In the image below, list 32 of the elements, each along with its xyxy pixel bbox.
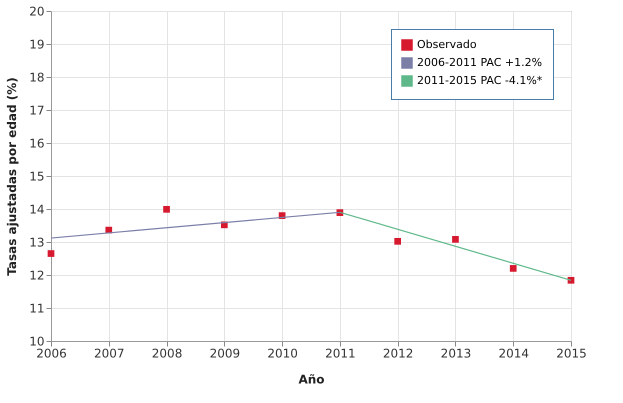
y-tick-label: 18 <box>29 70 44 84</box>
y-tick-label: 14 <box>29 202 44 216</box>
legend-label: 2011-2015 PAC -4.1%* <box>417 74 543 87</box>
point <box>163 206 170 213</box>
x-tick-label: 2012 <box>382 346 414 360</box>
x-tick-label: 2009 <box>210 346 240 360</box>
y-tick-label: 10 <box>29 334 44 348</box>
point <box>48 250 54 257</box>
x-tick-label: 2008 <box>152 346 182 360</box>
y-tick-label: 19 <box>29 38 44 52</box>
y-tick-label: 17 <box>29 104 44 118</box>
y-tick-label: 11 <box>29 302 44 316</box>
x-tick-label: 2014 <box>498 346 529 360</box>
y-tick-label: 20 <box>29 4 44 18</box>
x-tick-label: 2007 <box>94 346 125 360</box>
x-tick-label: 2015 <box>556 346 587 360</box>
x-tick-label: 2006 <box>36 346 67 360</box>
x-axis-title: Año <box>298 372 325 386</box>
y-tick-label: 15 <box>29 170 44 184</box>
x-tick-label: 2011 <box>325 346 356 360</box>
x-tick-label: 2010 <box>267 346 298 360</box>
y-axis-title: Tasas ajustadas por edad (%) <box>5 77 20 276</box>
y-tick-label: 16 <box>29 136 44 150</box>
y-tick-label: 12 <box>29 268 44 282</box>
legend-label: 2006-2011 PAC +1.2% <box>417 56 542 69</box>
legend-label: Observado <box>417 38 477 51</box>
point <box>394 238 402 245</box>
x-tick-label: 2013 <box>440 346 472 360</box>
y-tick-label: 13 <box>29 236 44 250</box>
point <box>452 236 459 243</box>
point <box>568 276 574 284</box>
point <box>510 265 517 272</box>
